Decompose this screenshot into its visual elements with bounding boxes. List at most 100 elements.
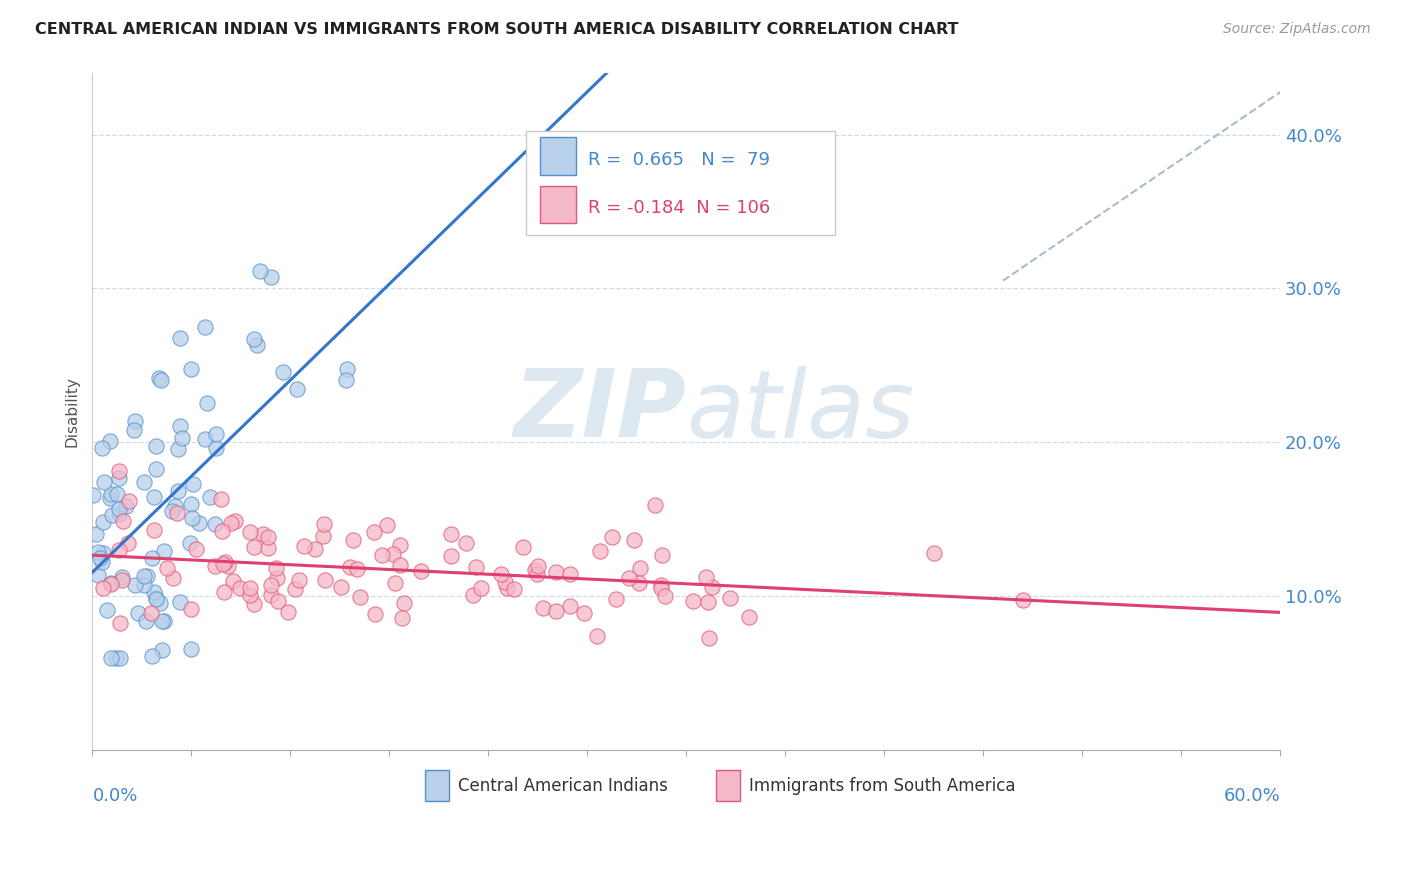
Point xyxy=(224,514,246,528)
Point xyxy=(494,575,516,590)
Point xyxy=(180,642,202,657)
Point xyxy=(122,423,145,437)
Point xyxy=(277,605,299,619)
Point xyxy=(188,516,211,530)
Text: 0.0%: 0.0% xyxy=(93,787,138,805)
Point xyxy=(211,524,233,538)
Text: 60.0%: 60.0% xyxy=(1223,787,1279,805)
Point xyxy=(259,588,281,602)
Point xyxy=(204,517,226,532)
Point xyxy=(285,382,308,396)
Point xyxy=(239,524,262,539)
Point xyxy=(702,580,724,594)
Point xyxy=(388,538,411,552)
Point xyxy=(222,574,245,588)
Point xyxy=(242,332,264,346)
Point xyxy=(336,362,359,376)
Point xyxy=(148,371,170,385)
Point xyxy=(284,582,307,596)
Point xyxy=(86,568,108,582)
Point xyxy=(145,591,167,605)
Point xyxy=(628,561,651,575)
Point xyxy=(181,511,204,525)
Point xyxy=(363,607,385,621)
Point xyxy=(644,498,666,512)
Point xyxy=(440,526,463,541)
Point xyxy=(239,588,262,602)
Point xyxy=(98,491,121,505)
Point xyxy=(628,575,651,590)
Point xyxy=(654,589,676,603)
Point xyxy=(375,518,398,533)
Point xyxy=(142,523,165,537)
Point xyxy=(623,533,645,547)
Point xyxy=(574,607,596,621)
Point xyxy=(165,500,187,514)
Point xyxy=(527,559,550,574)
Point xyxy=(314,574,336,588)
Point xyxy=(526,567,548,582)
Point xyxy=(141,649,163,664)
Point xyxy=(142,585,165,599)
Text: R =  0.665   N =  79: R = 0.665 N = 79 xyxy=(588,151,769,169)
Point xyxy=(292,539,315,553)
Point xyxy=(600,530,623,544)
Point xyxy=(141,551,163,566)
Point xyxy=(339,559,361,574)
Point xyxy=(112,515,135,529)
Point xyxy=(544,565,567,579)
Point xyxy=(219,516,242,530)
Point xyxy=(87,545,110,559)
Point xyxy=(153,543,176,558)
Point xyxy=(108,471,131,485)
Point xyxy=(205,426,228,441)
Point xyxy=(162,571,184,585)
Point xyxy=(229,581,252,595)
Point xyxy=(135,569,157,583)
Point xyxy=(257,541,280,556)
Point xyxy=(105,487,128,501)
Point xyxy=(243,540,266,554)
Point xyxy=(100,487,122,501)
Point xyxy=(342,533,364,548)
Point xyxy=(697,631,720,645)
Point xyxy=(93,475,115,489)
Point xyxy=(454,536,477,550)
Point xyxy=(502,582,524,596)
Point xyxy=(239,581,262,595)
Point xyxy=(391,610,413,624)
Point xyxy=(266,571,288,585)
Point xyxy=(145,462,167,476)
Point xyxy=(132,569,155,583)
Point xyxy=(91,545,114,559)
Point xyxy=(117,536,139,550)
Point xyxy=(346,562,368,576)
Point xyxy=(91,555,114,569)
Point xyxy=(149,596,172,610)
Polygon shape xyxy=(526,130,835,235)
Text: atlas: atlas xyxy=(686,366,914,457)
Point xyxy=(181,476,204,491)
Point xyxy=(111,573,134,587)
Point xyxy=(180,362,202,376)
Text: Central American Indians: Central American Indians xyxy=(458,777,668,795)
Point xyxy=(135,614,157,628)
Point xyxy=(381,547,404,561)
Bar xyxy=(540,186,576,223)
Point xyxy=(132,475,155,489)
Text: Source: ZipAtlas.com: Source: ZipAtlas.com xyxy=(1223,22,1371,37)
Point xyxy=(212,584,235,599)
Point xyxy=(1011,593,1033,607)
Point xyxy=(312,529,335,543)
Point xyxy=(115,499,138,513)
Point xyxy=(91,441,114,455)
Point xyxy=(470,581,492,595)
Point xyxy=(212,557,235,571)
Point xyxy=(589,544,612,558)
Point xyxy=(156,561,179,575)
Point xyxy=(100,576,122,591)
Point xyxy=(124,414,146,428)
Point xyxy=(107,543,129,558)
Point xyxy=(108,650,131,665)
Point xyxy=(682,593,704,607)
